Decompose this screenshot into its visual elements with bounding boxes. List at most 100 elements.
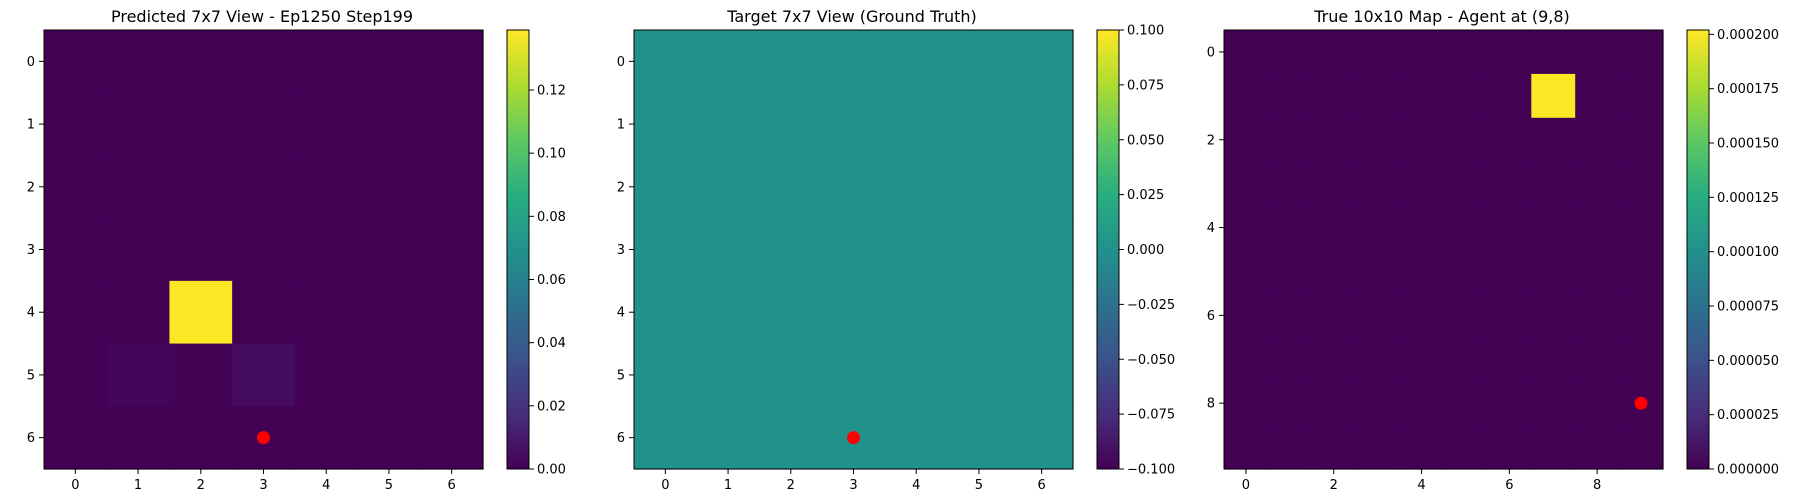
y-tick-label: 8 — [1207, 397, 1215, 412]
heatmap-cell — [1575, 117, 1620, 163]
heatmap-cell — [420, 155, 484, 219]
heatmap-cell — [759, 155, 823, 219]
heatmap-cell — [1399, 117, 1445, 163]
panel-predicted: Predicted 7x7 View - Ep1250 Step199 0 1 2 3… — [27, 7, 566, 493]
heatmap-grid — [1223, 29, 1664, 470]
heatmap-cell — [1531, 161, 1576, 207]
heatmap-cell — [1311, 381, 1357, 426]
heatmap-grid — [633, 29, 1074, 470]
heatmap-cell — [696, 280, 761, 345]
x-axis: 0 1 2 3 4 5 6 — [661, 469, 1046, 493]
colorbar-tick-label: 0.000025 — [1717, 408, 1779, 423]
heatmap-cell — [1443, 425, 1488, 470]
y-tick-label: 6 — [617, 431, 625, 446]
heatmap-cell — [1531, 205, 1576, 251]
heatmap-cell — [884, 92, 949, 157]
colorbar-tick-label: 0.02 — [537, 399, 566, 414]
colorbar-tick-label: 0.050 — [1127, 133, 1164, 148]
heatmap-cell — [1531, 293, 1576, 338]
heatmap-cell — [294, 343, 359, 407]
heatmap-cell — [1224, 249, 1269, 294]
y-tick-label: 2 — [1207, 133, 1215, 148]
agent-marker-dot — [1634, 396, 1648, 410]
x-tick-label: 6 — [448, 478, 456, 493]
x-tick-label: 6 — [1505, 478, 1513, 493]
y-axis: 0 1 2 3 4 5 6 — [27, 55, 44, 446]
heatmap-cell — [294, 406, 359, 470]
heatmap-cell — [947, 343, 1011, 407]
heatmap-cell — [1010, 218, 1074, 282]
panel-title: Predicted 7x7 View - Ep1250 Step199 — [111, 7, 413, 26]
agent-marker — [1634, 396, 1648, 410]
colorbar-tick-label: 0.025 — [1127, 188, 1164, 203]
heatmap-cell — [294, 155, 359, 219]
colorbar-tick-label: 0.06 — [537, 273, 566, 288]
heatmap-cell — [696, 155, 761, 219]
heatmap-cell — [1010, 343, 1074, 407]
heatmap-cell — [947, 218, 1011, 282]
heatmap-cell — [1487, 249, 1532, 294]
heatmap-cell — [759, 280, 823, 345]
panel-title: Target 7x7 View (Ground Truth) — [726, 7, 977, 26]
colorbar-tick-label: 0.000175 — [1717, 82, 1779, 97]
heatmap-cell — [169, 30, 233, 94]
heatmap-cell — [44, 155, 108, 219]
heatmap-cell — [1355, 161, 1401, 207]
heatmap-cell — [169, 343, 233, 407]
heatmap-cell — [1575, 337, 1620, 382]
heatmap-cell — [1399, 293, 1445, 338]
colorbar-tick-label: 0.000 — [1127, 243, 1164, 258]
heatmap-cell — [759, 343, 823, 407]
heatmap-cell — [1575, 161, 1620, 207]
heatmap-cell — [1619, 161, 1664, 207]
x-tick-label: 8 — [1593, 478, 1601, 493]
y-tick-label: 5 — [617, 368, 625, 383]
heatmap-cell — [1010, 406, 1074, 470]
heatmap-cell — [357, 406, 421, 470]
heatmap-cell — [1575, 249, 1620, 294]
heatmap-cell — [1619, 249, 1664, 294]
heatmap-cell — [634, 280, 698, 345]
heatmap-cell — [1443, 249, 1488, 294]
heatmap-cell — [294, 280, 359, 345]
heatmap-cell — [696, 218, 761, 282]
colorbar-tick-label: 0.000200 — [1717, 28, 1779, 43]
heatmap-cell — [947, 30, 1011, 94]
heatmap-cell — [169, 406, 233, 470]
colorbar: −0.100 −0.075 −0.050 −0.025 0.000 0.025 0.050 0… — [1096, 24, 1175, 478]
colorbar: 0.000000 0.000025 0.000050 0.000075 0.000100… — [1686, 28, 1779, 478]
heatmap-cell — [232, 155, 296, 219]
y-tick-label: 1 — [617, 118, 625, 133]
heatmap-cell — [1267, 249, 1313, 294]
heatmap-cell — [44, 92, 108, 157]
heatmap-cell — [1443, 293, 1488, 338]
heatmap-cell — [1311, 73, 1357, 119]
y-axis: 0 2 4 6 8 — [1207, 45, 1224, 412]
y-axis: 0 1 2 3 4 5 6 — [617, 55, 634, 446]
heatmap-cell — [1531, 425, 1576, 470]
heatmap-cell — [106, 280, 171, 345]
heatmap-cell — [634, 218, 698, 282]
y-tick-label: 6 — [1207, 309, 1215, 324]
heatmap-cell — [884, 406, 949, 470]
heatmap-cell — [44, 406, 108, 470]
heatmap-cell — [106, 406, 171, 470]
heatmap-cell — [1619, 30, 1664, 75]
heatmap-cell — [1355, 381, 1401, 426]
heatmap-cell — [947, 155, 1011, 219]
heatmap-cell — [1443, 117, 1488, 163]
heatmap-cell — [1575, 381, 1620, 426]
y-tick-label: 4 — [27, 306, 35, 321]
heatmap-cell — [1311, 205, 1357, 251]
heatmap-cell — [1010, 92, 1074, 157]
heatmap-cell — [169, 280, 233, 345]
heatmap-cell — [1619, 293, 1664, 338]
heatmap-cell — [1311, 293, 1357, 338]
heatmap-cell — [1487, 73, 1532, 119]
heatmap-cell — [1355, 337, 1401, 382]
colorbar-gradient — [1686, 29, 1710, 470]
heatmap-cell — [634, 343, 698, 407]
heatmap-cell — [759, 406, 823, 470]
heatmap-cell — [1531, 249, 1576, 294]
heatmap-cell — [1311, 117, 1357, 163]
